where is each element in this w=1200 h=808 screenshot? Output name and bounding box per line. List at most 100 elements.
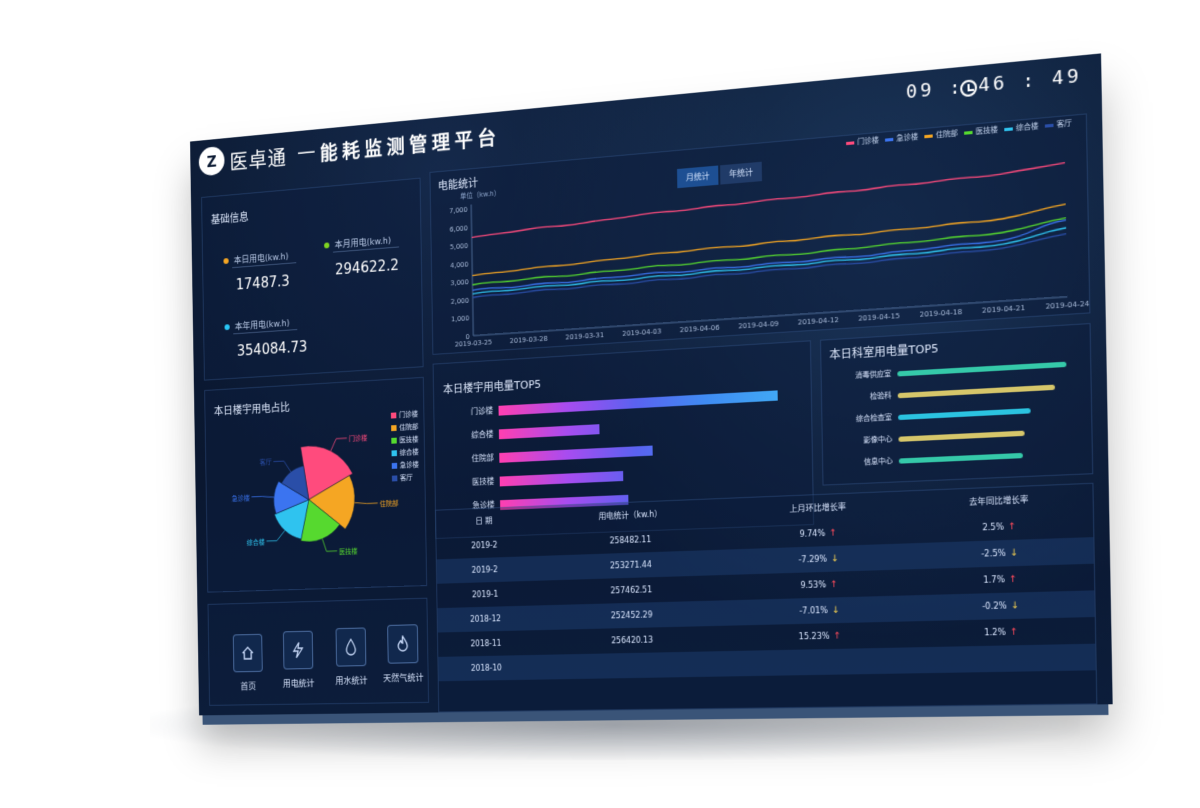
pie-legend-item: 客厅 [391,471,419,485]
stat-dot-year [224,324,230,331]
dept-top5-bars: 消毒供应室 检验科 综合检查室 影像中心 信息中心 [821,324,1094,487]
x-tick-label: 2019-04-21 [982,304,1025,315]
cell-yoy [909,643,1096,674]
pie-callout-line [331,438,348,451]
dept-rank-bar [898,408,1032,421]
building-rank-label: 门诊楼 [470,406,494,417]
pie-legend-swatch [391,462,398,469]
basic-info-panel: 基础信息 本日用电(kw.h) 17487.3 本月用电(kw.h) 29462… [201,177,424,381]
arrow-down-icon: ↓ [1010,547,1019,559]
pie-legend-label: 综合楼 [399,447,419,457]
table-header-date: 日 期 [475,516,493,526]
pie-callout-label: 门诊楼 [349,433,368,443]
series-line [472,228,1066,294]
dept-rank-label: 检验科 [869,391,892,401]
pie-legend-label: 住院部 [399,422,419,432]
nav-home-button[interactable] [232,633,263,673]
cell-date: 2019-2 [436,556,534,584]
y-tick-label: 1,000 [451,315,469,324]
home-icon [241,645,255,660]
y-tick-label: 3,000 [450,278,468,287]
pie-callout-line [273,461,290,473]
cell-usage: 256420.13 [611,635,654,646]
pie-slice [281,466,308,501]
x-tick-label: 2019-04-09 [738,320,779,331]
y-tick-label: 6,000 [449,224,467,233]
nav-gas-button[interactable] [387,624,419,664]
arrow-down-icon: ↓ [831,604,840,616]
line-chart: 0 1,000 2,000 3,000 4,000 5,000 6,000 7,000 2019… [449,114,1090,349]
clock-time: 09 : 46 : 49 [905,64,1083,104]
usage-table-panel: 日 期 用电统计（kw.h） 上月环比增长率 去年同比增长率 2019-2 258… [434,482,1098,713]
cell-date: 2019-1 [471,589,499,600]
dashboard-screen: Z 医卓通 — 能耗监测管理平台 09 : 46 : 49 基础信息 本日用电(… [190,53,1113,716]
flame-icon [395,635,410,653]
pie-legend: 门诊楼 住院部 医技楼 综合楼 急诊楼 客厅 [390,407,419,485]
dept-rank-bar [897,361,1067,377]
x-tick-label: 2019-03-25 [455,338,493,348]
cell-mom-value: -7.29% [798,553,828,565]
building-rank-label: 医技楼 [471,476,495,487]
arrow-down-icon: ↓ [831,553,839,565]
dept-rank-bar [897,384,1055,399]
pie-callout-label: 住院部 [379,498,398,508]
cell-mom-value: -7.01% [799,605,829,616]
cell-date: 2018-12 [437,605,535,633]
cell-yoy-value: 1.2% [984,627,1006,637]
x-tick-label: 2019-04-12 [798,316,839,327]
title-separator: — [296,139,316,164]
arrow-up-icon: ↑ [1009,626,1019,638]
stat-value-month: 294622.2 [334,256,400,279]
cell-yoy-value: -0.2% [982,600,1007,611]
table-body: 2019-2 258482.11 9.74% ↑ 2.5% ↑ 2019-2 253271.4… [436,510,1096,682]
arrow-down-icon: ↓ [1010,600,1020,612]
x-tick-label: 2019-04-18 [920,308,963,319]
cell-mom-value: 9.74% [799,528,826,539]
nav-water-button[interactable] [335,627,367,667]
series-line [472,204,1066,275]
cell-date: 2019-2 [471,540,498,551]
building-rank-label: 综合楼 [471,429,494,440]
building-rank-bar [498,390,778,416]
y-tick-label: 5,000 [450,242,468,251]
dept-rank-label: 影像中心 [863,434,893,445]
basic-info-title: 基础信息 [210,210,249,227]
y-tick-label: 0 [466,333,470,341]
pie-legend-swatch [391,424,397,431]
cell-yoy-value: -2.5% [981,547,1006,559]
nav-panel: 首页 用电统计 用水统计 天然气统计 [207,597,430,706]
building-rank-bar [499,471,623,487]
water-drop-icon [344,638,358,656]
arrow-up-icon: ↑ [1008,521,1017,533]
pie-callout-label: 综合楼 [247,537,265,546]
stat-value-day: 17487.3 [235,272,290,294]
x-tick-label: 2019-03-31 [565,331,604,342]
series-line [471,163,1065,238]
usage-table: 日 期 用电统计（kw.h） 上月环比增长率 去年同比增长率 2019-2 258… [436,484,1096,682]
cell-mom-value: 15.23% [798,631,830,641]
dept-rank-label: 综合检查室 [855,413,892,424]
pie-slice [300,498,340,542]
cell-usage [534,650,734,680]
pie-legend-swatch [391,474,398,481]
pie-legend-label: 客厅 [399,473,413,482]
arrow-up-icon: ↑ [830,579,838,590]
dept-rank-bar [898,452,1024,464]
cell-mom [732,647,911,677]
dept-top5-panel: 本日科室用电量TOP5 消毒供应室 检验科 综合检查室 影像中心 信息中心 [820,322,1094,487]
pie-callout-label: 客厅 [259,458,271,467]
dept-rank-label: 信息中心 [863,456,893,467]
dept-rank-bar [898,430,1025,442]
brand-name: 医卓通 [229,145,287,174]
pie-legend-swatch [390,411,397,419]
nav-electric-button[interactable] [282,630,314,670]
pie-callout-line [355,502,378,504]
building-share-panel: 本日楼宇用电占比 门诊楼 住院部 医技楼 综合楼 急诊楼 客厅 门诊楼 住院部 医技楼 综合楼急… [204,376,428,593]
pie-callout-line [322,538,337,551]
pie-callout-line [252,496,274,498]
lightning-icon [291,641,305,659]
stat-value-year: 354084.73 [236,337,308,360]
arrow-up-icon: ↑ [833,630,842,642]
